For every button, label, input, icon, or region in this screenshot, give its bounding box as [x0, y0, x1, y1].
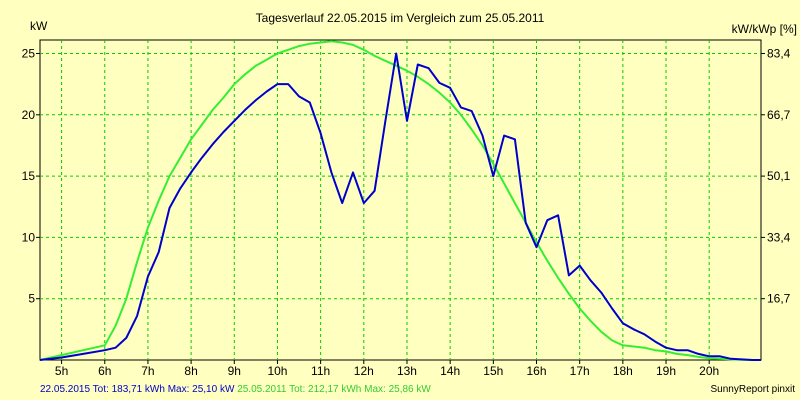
x-tick-label: 13h [397, 364, 417, 378]
series1-stats: Tot: 183,71 kWh Max: 25,10 kW [92, 384, 235, 395]
credit-text: SunnyReport pinxit [710, 384, 796, 395]
series-group [39, 40, 761, 361]
x-tick-label: 16h [526, 364, 546, 378]
x-tick-label: 20h [699, 364, 719, 378]
x-tick-label: 15h [483, 364, 503, 378]
y-tick-label-left: 5 [28, 292, 35, 306]
series-line-25-05-2011 [39, 40, 761, 361]
x-tick-label: 19h [656, 364, 676, 378]
ticks: 5h 6h 7h 8h 9h 10h 11h 12h 13h 14h 15h 16h 17h 18h 19h… [22, 46, 791, 378]
grid [40, 40, 761, 360]
x-tick-label: 9h [228, 364, 241, 378]
y-axis-right-label: kW/kWp [%] [732, 22, 797, 36]
footer-stats: 22.05.2015 Tot: 183,71 kWh Max: 25,10 kW… [40, 384, 431, 395]
x-tick-label: 18h [613, 364, 633, 378]
x-tick-label: 5h [55, 364, 68, 378]
x-tick-label: 11h [311, 364, 330, 378]
x-tick-label: 17h [570, 364, 590, 378]
y-tick-label-right: 66,7 [767, 108, 791, 122]
x-tick-label: 8h [184, 364, 197, 378]
y-axis-left-label: kW [30, 19, 48, 33]
y-tick-label-left: 25 [22, 46, 36, 60]
y-tick-label-left: 20 [22, 108, 36, 122]
series2-stats: Tot: 212,17 kWh Max: 25,86 kW [289, 384, 431, 395]
series1-label: 22.05.2015 [40, 384, 91, 395]
y-tick-label-left: 10 [22, 230, 36, 244]
x-tick-label: 7h [141, 364, 154, 378]
y-tick-label-right: 83,4 [767, 46, 791, 60]
x-tick-label: 14h [440, 364, 460, 378]
chart-title: Tagesverlauf 22.05.2015 im Vergleich zum… [256, 11, 545, 25]
x-tick-label: 6h [98, 364, 111, 378]
x-tick-label: 12h [354, 364, 374, 378]
plot-area [39, 39, 762, 361]
y-tick-label-left: 15 [22, 169, 36, 183]
y-tick-label-right: 33,4 [767, 230, 791, 244]
y-tick-label-right: 16,7 [767, 292, 791, 306]
series-line-22-05-2015 [39, 52, 761, 361]
x-tick-label: 10h [267, 364, 287, 378]
series2-label: 25.05.2011 [237, 384, 287, 395]
y-tick-label-right: 50,1 [767, 169, 791, 183]
